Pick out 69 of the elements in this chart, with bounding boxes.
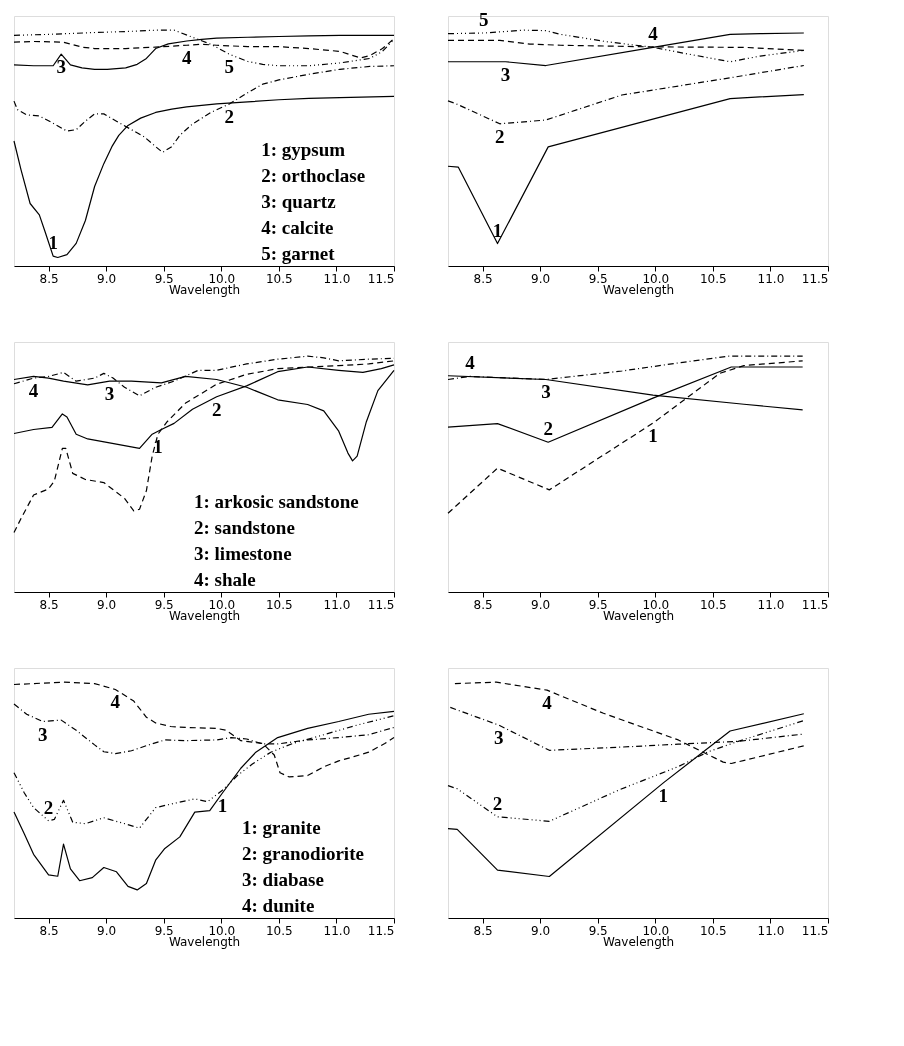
x-tick-label: 9.0 (97, 597, 117, 612)
x-tick-label: 11.5 (801, 597, 829, 612)
annotation: 4: calcite (261, 217, 334, 238)
x-tick-label: 11.0 (757, 923, 785, 938)
annotation: 2: sandstone (194, 517, 295, 538)
series-label: 2 (224, 105, 235, 127)
series-label: 1 (153, 436, 163, 458)
x-tick-label: 8.5 (473, 923, 493, 938)
x-tick-label: 11.5 (801, 923, 829, 938)
x-tick-label: 11.0 (757, 271, 785, 286)
x-tick-label: 10.5 (265, 923, 293, 938)
x-tick-label: 8.5 (473, 271, 493, 286)
series-label: 2 (543, 418, 553, 440)
series-label: 1 (658, 784, 669, 806)
series-label: 4 (542, 692, 553, 714)
annotation: 3: quartz (261, 191, 337, 212)
annotation: 2: granodiorite (242, 843, 364, 864)
series-label: 5 (478, 9, 489, 31)
annotation: 1: gypsum (261, 139, 346, 160)
series-label: 4 (465, 352, 476, 374)
x-tick-label: 9.0 (531, 923, 551, 938)
annotation: 3: diabase (242, 869, 324, 890)
annotation: 3: limestone (194, 543, 292, 564)
x-tick-label: 8.5 (39, 597, 59, 612)
annotation: 1: granite (242, 817, 321, 838)
series-label: 4 (648, 22, 659, 44)
series-label: 3 (541, 381, 551, 403)
series-label: 1 (648, 425, 658, 447)
x-tick-label: 10.5 (265, 271, 293, 286)
series-label: 3 (104, 383, 115, 405)
x-tick-label: 10.5 (699, 271, 727, 286)
x-tick-label: 8.5 (473, 597, 493, 612)
x-tick-label: 10.5 (699, 923, 727, 938)
x-tick-label: 9.0 (97, 923, 117, 938)
x-tick-label: 9.0 (531, 271, 551, 286)
series-label: 2 (211, 398, 222, 420)
x-tick-label: 11.5 (367, 597, 395, 612)
x-tick-label: 8.5 (39, 923, 59, 938)
series-label: 2 (495, 125, 505, 147)
x-tick-label: 11.0 (323, 271, 351, 286)
x-tick-label: 11.0 (323, 923, 351, 938)
x-tick-label: 8.5 (39, 271, 59, 286)
annotation: 4: shale (194, 569, 256, 590)
x-tick-label: 10.5 (265, 597, 293, 612)
series-label: 2 (43, 796, 54, 818)
series-label: 1 (492, 219, 503, 241)
x-tick-label: 10.5 (699, 597, 727, 612)
series-label: 3 (493, 727, 504, 749)
x-tick-label: 11.5 (367, 271, 395, 286)
series-label: 2 (492, 792, 503, 814)
x-tick-label: 11.5 (367, 923, 395, 938)
series-label: 5 (224, 56, 235, 78)
x-tick-label: 11.5 (801, 271, 829, 286)
annotation: 5: garnet (261, 243, 336, 264)
series-label: 4 (28, 380, 39, 402)
annotation: 4: dunite (242, 895, 315, 916)
annotation: 2: orthoclase (261, 165, 366, 186)
series-label: 4 (110, 691, 121, 713)
x-tick-label: 11.0 (757, 597, 785, 612)
series-label: 1 (217, 794, 228, 816)
x-tick-label: 11.0 (323, 597, 351, 612)
series-label: 3 (56, 56, 66, 78)
annotation: 1: arkosic sandstone (194, 491, 359, 512)
series-label: 1 (48, 232, 58, 254)
x-tick-label: 9.0 (97, 271, 117, 286)
series-label: 3 (500, 63, 511, 85)
x-tick-label: 9.0 (531, 597, 551, 612)
series-label: 3 (38, 723, 48, 745)
series-label: 4 (181, 47, 192, 69)
